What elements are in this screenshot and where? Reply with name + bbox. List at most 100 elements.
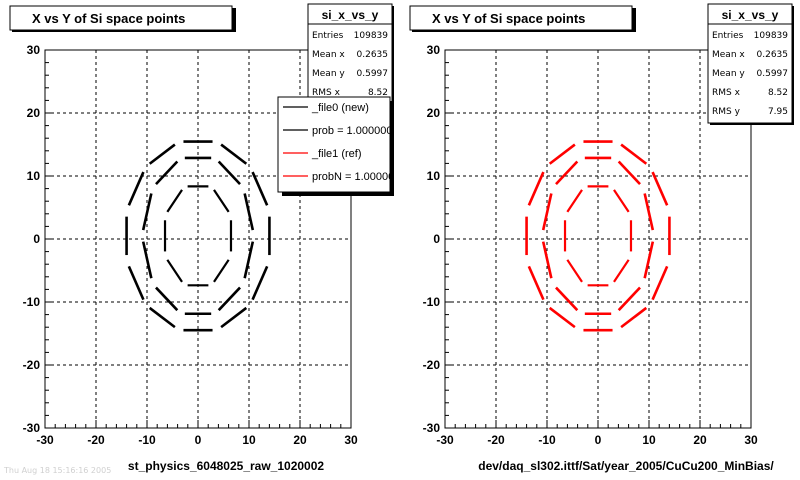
x-tick-label: 0 xyxy=(195,433,202,447)
stats-name: si_x_vs_y xyxy=(322,8,379,22)
y-tick-label: 10 xyxy=(427,169,441,183)
data-segment xyxy=(148,306,176,329)
x-tick-label: -10 xyxy=(538,433,556,447)
data-segment xyxy=(617,160,641,186)
data-segment xyxy=(620,306,648,329)
y-tick-label: -10 xyxy=(23,295,41,309)
data-segment xyxy=(141,241,153,279)
x-axis-label: dev/daq_sl302.ittf/Sat/year_2005/CuCu200… xyxy=(478,459,774,473)
data-segment xyxy=(566,259,583,283)
stats-name: si_x_vs_y xyxy=(722,8,779,22)
data-segment xyxy=(251,265,269,301)
x-tick-label: 30 xyxy=(344,433,358,447)
x-tick-label: 10 xyxy=(642,433,656,447)
y-tick-label: -10 xyxy=(423,295,441,309)
y-tick-label: 30 xyxy=(427,43,441,57)
data-segment xyxy=(220,306,248,329)
stats-label: Entries xyxy=(712,31,744,41)
stats-label: Mean y xyxy=(712,69,745,79)
data-segment xyxy=(251,171,269,206)
data-segment xyxy=(220,143,248,165)
stats-value: 0.2635 xyxy=(757,50,789,60)
data-segment xyxy=(566,189,583,213)
stats-value: 8.52 xyxy=(368,88,388,98)
x-axis-label: st_physics_6048025_raw_1020002 xyxy=(128,459,324,473)
x-tick-label: 0 xyxy=(595,433,602,447)
data-segment xyxy=(213,189,230,213)
stats-label: Mean y xyxy=(312,69,345,79)
stats-label: RMS x xyxy=(712,88,741,98)
data-segment xyxy=(651,265,669,301)
data-segment xyxy=(166,189,183,213)
title-frame xyxy=(409,5,633,31)
chart-title: X vs Y of Si space points xyxy=(432,11,585,26)
legend-label: _file0 (new) xyxy=(311,102,369,114)
data-segment xyxy=(155,160,179,186)
data-segment xyxy=(651,171,669,206)
y-tick-label: -20 xyxy=(23,358,41,372)
data-segment xyxy=(643,241,655,279)
title-frame xyxy=(9,5,233,31)
stats-value: 0.5997 xyxy=(757,69,789,79)
stats-box: si_x_vs_y Entries 109839 Mean x 0.2635 Mean y… xyxy=(307,3,394,106)
data-segment xyxy=(217,160,241,186)
stats-label: Entries xyxy=(312,31,344,41)
stats-value: 7.95 xyxy=(768,107,788,117)
data-segment xyxy=(620,143,648,165)
stats-label: Mean x xyxy=(712,50,745,60)
data-segment xyxy=(617,286,641,312)
data-segment xyxy=(155,286,179,312)
data-segment xyxy=(555,160,579,186)
data-segment xyxy=(213,259,230,283)
x-tick-label: -10 xyxy=(138,433,156,447)
y-tick-label: -30 xyxy=(23,421,41,435)
y-tick-label: 20 xyxy=(27,106,41,120)
data-segment xyxy=(127,171,145,206)
data-segment xyxy=(541,193,553,231)
legend-label: _file1 (ref) xyxy=(311,148,362,160)
chart-title-box: X vs Y of Si space points xyxy=(409,5,636,32)
data-segment xyxy=(613,189,630,213)
y-tick-label: 0 xyxy=(33,232,40,246)
stats-label: RMS x xyxy=(312,88,341,98)
y-tick-label: 0 xyxy=(433,232,440,246)
y-tick-label: 20 xyxy=(427,106,441,120)
stats-value: 0.5997 xyxy=(357,69,389,79)
stats-label: RMS y xyxy=(712,107,741,117)
chart-title-box: X vs Y of Si space points xyxy=(9,5,236,32)
footer-timestamp: Thu Aug 18 15:16:16 2005 xyxy=(3,466,111,475)
data-segment xyxy=(166,259,183,283)
stats-value: 0.2635 xyxy=(357,50,389,60)
x-tick-label: 20 xyxy=(693,433,707,447)
x-tick-label: -20 xyxy=(487,433,505,447)
data-segment xyxy=(141,193,153,231)
data-segment xyxy=(548,143,576,165)
chart-panel-2: -30 -20 -10 0 10 20 30 -30 -20 -10 0 10 20 30 dev/daq_… xyxy=(409,3,794,473)
data-segment xyxy=(613,259,630,283)
data-segment xyxy=(127,265,145,301)
data-segment xyxy=(527,265,545,301)
stats-frame xyxy=(307,3,393,105)
data-segment xyxy=(217,286,241,312)
legend-label: prob = 1.000000 xyxy=(312,125,392,137)
data-segment xyxy=(548,306,576,329)
y-tick-label: -20 xyxy=(423,358,441,372)
legend-entries: _file0 (new) prob = 1.000000 _file1 (ref) p… xyxy=(283,102,392,183)
data-segment xyxy=(148,143,176,165)
data-segment xyxy=(555,286,579,312)
stats-value: 109839 xyxy=(354,31,389,41)
stats-value: 109839 xyxy=(754,31,789,41)
stats-value: 8.52 xyxy=(768,88,788,98)
data-segment xyxy=(243,193,255,231)
data-segment xyxy=(243,241,255,279)
y-tick-label: 10 xyxy=(27,169,41,183)
x-tick-label: -30 xyxy=(436,433,454,447)
chart-title: X vs Y of Si space points xyxy=(32,11,185,26)
chart-panel-1: -30 -20 -10 0 10 20 30 -30 -20 -10 0 10 20 30 st_physi… xyxy=(9,3,394,473)
x-tick-label: 10 xyxy=(242,433,256,447)
data-segment xyxy=(527,171,545,206)
data-segment xyxy=(541,241,553,279)
stats-label: Mean x xyxy=(312,50,345,60)
y-tick-label: -30 xyxy=(423,421,441,435)
